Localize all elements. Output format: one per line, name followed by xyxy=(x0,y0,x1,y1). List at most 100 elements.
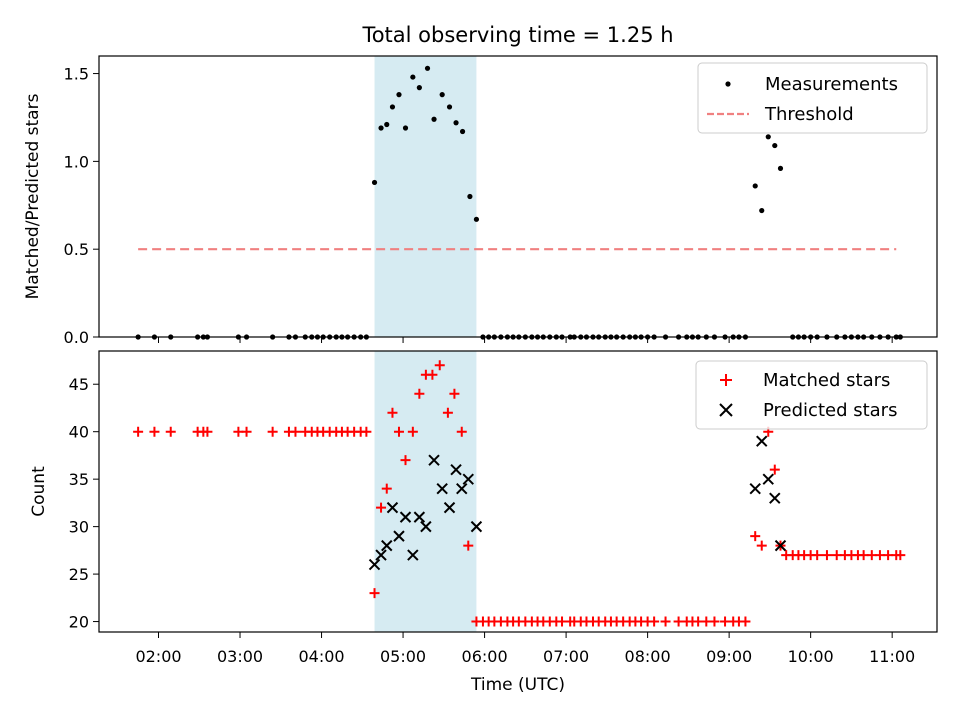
measurement-point xyxy=(389,104,396,110)
matched-stars-point xyxy=(649,616,660,627)
bottom-panel-frame xyxy=(98,350,938,633)
x-tick-label: 11:00 xyxy=(869,647,915,666)
matched-stars-point xyxy=(756,540,767,551)
matched-stars-point xyxy=(449,388,460,399)
measurement-point xyxy=(759,207,765,214)
predicted-stars-point xyxy=(436,482,448,495)
top-y-axis-label: Matched/Predicted stars xyxy=(23,93,43,299)
x-tick-label: 10:00 xyxy=(788,647,834,666)
predicted-stars-point xyxy=(393,530,405,542)
predicted-stars-point xyxy=(470,520,483,533)
predicted-stars-point xyxy=(386,501,399,514)
predicted-stars-point xyxy=(399,511,412,523)
matched-stars-point xyxy=(709,616,720,627)
x-tick-label: 07:00 xyxy=(543,647,589,666)
matched-stars-point xyxy=(387,407,398,418)
y-tick-label: 20 xyxy=(69,613,89,632)
matched-stars-point xyxy=(740,616,751,627)
measurement-point xyxy=(446,104,453,110)
predicted-stars-point xyxy=(443,501,456,514)
matched-stars-point xyxy=(407,426,418,437)
measurement-point xyxy=(765,134,771,140)
matched-stars-point xyxy=(821,550,832,561)
matched-stars-legend-marker xyxy=(720,374,732,386)
x-axis-label: Time (UTC) xyxy=(470,675,565,695)
measurement-point xyxy=(371,179,378,186)
matched-stars-point xyxy=(812,550,823,561)
matched-stars-point xyxy=(463,540,474,551)
predicted-stars-point xyxy=(375,549,387,561)
matched-stars-point xyxy=(769,464,780,475)
predicted-stars-point xyxy=(774,539,787,552)
x-tick-label: 05:00 xyxy=(380,647,426,666)
predicted-stars-point xyxy=(428,454,440,466)
matched-stars-point xyxy=(750,531,761,542)
bottom-legend-box xyxy=(695,360,928,430)
matched-stars-point xyxy=(414,388,425,399)
x-tick-label: 03:00 xyxy=(217,647,263,666)
matched-stars-point xyxy=(895,550,906,561)
matched-stars-point xyxy=(361,426,372,437)
x-tick-label: 08:00 xyxy=(625,647,671,666)
predicted-stars-point xyxy=(462,473,474,485)
y-tick-label: 35 xyxy=(69,470,89,489)
measurement-point xyxy=(431,116,437,122)
predicted-stars-point xyxy=(756,435,768,447)
y-tick-label: 1.0 xyxy=(64,152,89,171)
x-tick-label: 02:00 xyxy=(135,647,181,666)
y-tick-label: 1.5 xyxy=(64,65,89,84)
y-tick-label: 0.5 xyxy=(64,240,89,259)
measurement-point xyxy=(402,125,409,131)
measurement-point xyxy=(777,165,784,171)
y-tick-label: 0.0 xyxy=(64,328,89,347)
matched-stars-point xyxy=(400,455,411,466)
x-tick-label: 06:00 xyxy=(462,647,508,666)
observing-interval-shade xyxy=(374,56,477,337)
observing-interval-shade xyxy=(374,351,477,632)
predicted-stars-legend-label: Predicted stars xyxy=(763,400,897,421)
measurement-point xyxy=(439,92,445,98)
predicted-stars-point xyxy=(420,520,432,533)
measurement-point xyxy=(396,92,402,98)
predicted-stars-point xyxy=(381,539,393,552)
y-tick-label: 30 xyxy=(69,518,89,537)
y-tick-label: 45 xyxy=(69,375,89,394)
bottom-legend: Matched stars Predicted stars xyxy=(695,360,928,430)
matched-stars-point xyxy=(381,483,392,494)
matched-stars-point xyxy=(660,616,671,627)
matched-stars-point xyxy=(427,369,438,380)
matched-stars-point xyxy=(149,426,160,437)
predicted-stars-point xyxy=(762,473,774,485)
threshold-legend-label: Threshold xyxy=(764,104,854,125)
measurement-point xyxy=(752,183,758,189)
matched-stars-point xyxy=(442,407,453,418)
matched-stars-point xyxy=(434,360,445,371)
measurement-point xyxy=(473,216,480,222)
matched-stars-point xyxy=(376,502,387,513)
predicted-stars-point xyxy=(413,511,426,523)
predicted-stars-point xyxy=(368,558,381,571)
top-panel-frame xyxy=(98,55,938,338)
measurement-point xyxy=(459,128,466,135)
matched-stars-point xyxy=(393,426,404,437)
measurement-point xyxy=(453,120,459,126)
y-tick-label: 40 xyxy=(69,423,89,442)
predicted-stars-legend-marker xyxy=(719,403,733,417)
measurement-point xyxy=(772,142,778,149)
bottom-y-axis-label: Count xyxy=(29,466,49,517)
measurement-point xyxy=(424,65,431,71)
bottom-panel: 20 25 30 35 40 45 02:00 03:00 04:00 05:00 06:00 07… xyxy=(29,350,938,695)
matched-stars-legend-label: Matched stars xyxy=(763,370,890,391)
top-legend: Measurements Threshold xyxy=(697,62,928,134)
measurement-point xyxy=(416,85,422,91)
matched-stars-point xyxy=(290,426,301,437)
predicted-stars-point xyxy=(769,492,781,504)
top-legend-box xyxy=(697,62,928,134)
chart-title: Total observing time = 1.25 h xyxy=(361,23,673,47)
top-panel: 0.0 0.5 1.0 1.5 Matched/Predicted stars Mea… xyxy=(23,55,938,347)
measurements-legend-label: Measurements xyxy=(765,74,898,95)
matched-stars-point xyxy=(241,426,252,437)
predicted-stars-point xyxy=(456,482,468,495)
matched-stars-point xyxy=(165,426,176,437)
